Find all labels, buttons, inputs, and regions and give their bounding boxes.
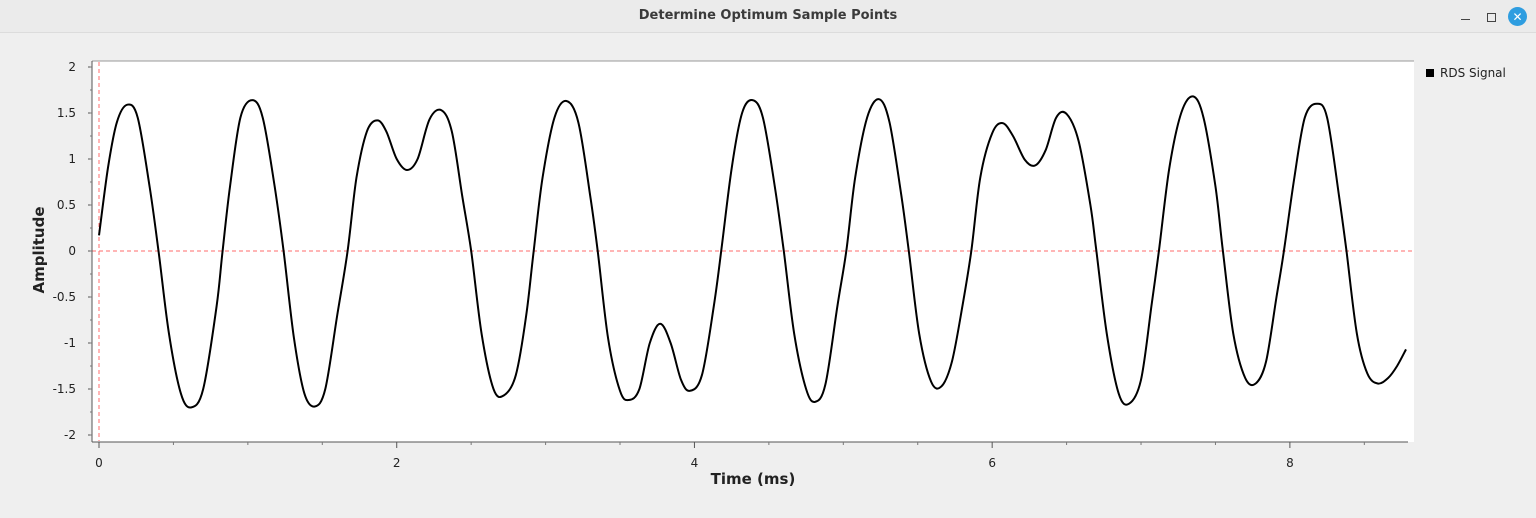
- y-tick-label: 2: [68, 60, 76, 74]
- legend-swatch: [1426, 69, 1434, 77]
- maximize-icon: [1486, 12, 1496, 22]
- close-icon: ✕: [1512, 9, 1523, 24]
- series-line-rds-signal: [98, 95, 1407, 409]
- series-layer: [98, 95, 1407, 409]
- reference-lines: [92, 62, 1414, 441]
- x-tick-label: 6: [988, 456, 996, 470]
- y-tick-label: -2: [64, 428, 76, 442]
- x-tick-label: 4: [691, 456, 699, 470]
- x-tick-label: 2: [393, 456, 401, 470]
- legend-label: RDS Signal: [1440, 66, 1506, 80]
- y-tick-label: -1.5: [53, 382, 76, 396]
- y-tick-label: 0.5: [57, 198, 76, 212]
- y-tick-label: -0.5: [53, 290, 76, 304]
- legend: RDS Signal: [1426, 66, 1506, 80]
- x-tick-label: 8: [1286, 456, 1294, 470]
- y-tick-label: 1.5: [57, 106, 76, 120]
- y-tick-label: -1: [64, 336, 76, 350]
- chart-area: 2 1.5 1 0.5 0 -0.5 -1 -1.5 -2 0 2 4 6 8 Time (ms) Am…: [30, 60, 1506, 488]
- x-axis-title: Time (ms): [711, 470, 796, 488]
- y-tick-label: 1: [68, 152, 76, 166]
- minimize-button[interactable]: [1456, 8, 1474, 26]
- maximize-button[interactable]: [1482, 8, 1500, 26]
- x-tick-label: 0: [95, 456, 103, 470]
- y-axis-ticks: 2 1.5 1 0.5 0 -0.5 -1 -1.5 -2: [53, 60, 92, 442]
- y-axis-title: Amplitude: [30, 206, 48, 293]
- y-tick-label: 0: [68, 244, 76, 258]
- minimize-icon: [1460, 18, 1470, 21]
- close-button[interactable]: ✕: [1508, 7, 1527, 26]
- window-title: Determine Optimum Sample Points: [638, 8, 898, 23]
- window-titlebar: Determine Optimum Sample Points ✕: [0, 0, 1536, 33]
- x-axis-ticks: 0 2 4 6 8: [95, 442, 1365, 470]
